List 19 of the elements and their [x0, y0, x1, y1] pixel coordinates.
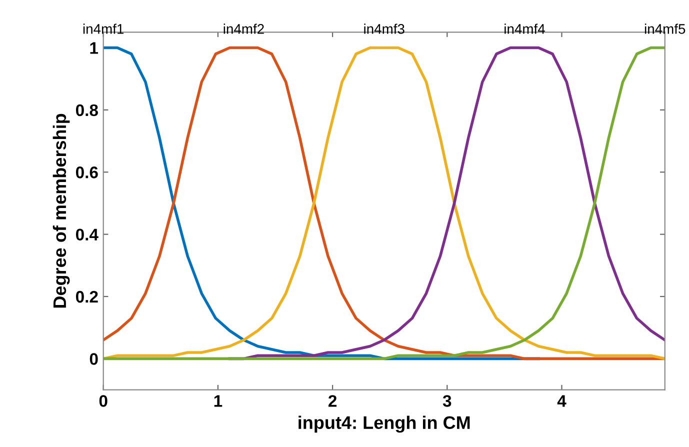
x-tick-label: 1	[214, 395, 222, 407]
y-tick-label: 0.2	[76, 290, 98, 303]
annotation: in4mf5	[644, 24, 686, 34]
y-tick-label: 0	[90, 353, 98, 365]
annotation: in4mf1	[83, 24, 124, 34]
x-axis-title: input4: Lengh in CM	[298, 416, 470, 433]
y-tick-label: 1	[90, 42, 98, 54]
line-series	[103, 46, 665, 360]
x-tick-label: 3	[442, 395, 452, 407]
y-tick-label: 0.6	[76, 166, 98, 178]
y-tick-label: 0.4	[76, 228, 98, 241]
annotation: in4mf2	[224, 24, 264, 34]
y-axis-title: Degree of membership	[52, 114, 70, 308]
x-tick-label: 4	[557, 395, 566, 407]
annotation: in4mf4	[504, 24, 545, 34]
x-tick-label: 0	[99, 395, 108, 407]
x-tick-label: 2	[328, 395, 337, 407]
y-tick-label: 0.8	[76, 104, 98, 116]
annotation: in4mf3	[364, 24, 404, 34]
